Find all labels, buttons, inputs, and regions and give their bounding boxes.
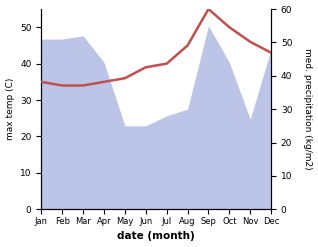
Y-axis label: med. precipitation (kg/m2): med. precipitation (kg/m2) (303, 48, 313, 170)
X-axis label: date (month): date (month) (117, 231, 195, 242)
Y-axis label: max temp (C): max temp (C) (5, 78, 15, 140)
